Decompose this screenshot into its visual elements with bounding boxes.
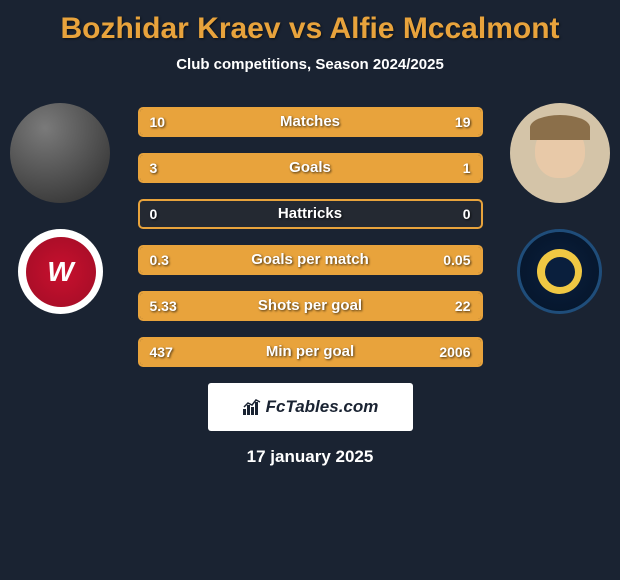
stat-row: 0.30.05Goals per match (138, 245, 483, 275)
comparison-area: 1019Matches 31Goals 00Hattricks 0.30.05Goal… (0, 103, 620, 367)
player1-photo (10, 103, 110, 203)
subtitle: Club competitions, Season 2024/2025 (0, 56, 620, 73)
stat-row: 4372006Min per goal (138, 337, 483, 367)
page-title: Bozhidar Kraev vs Alfie Mccalmont (0, 0, 620, 46)
stat-label: Shots per goal (140, 293, 481, 319)
date-text: 17 january 2025 (0, 447, 620, 467)
stat-label: Hattricks (140, 201, 481, 227)
player1-club-badge (18, 229, 103, 314)
stat-label: Goals (140, 155, 481, 181)
stat-row: 00Hattricks (138, 199, 483, 229)
stat-label: Goals per match (140, 247, 481, 273)
stat-label: Min per goal (140, 339, 481, 365)
stat-row: 5.3322Shots per goal (138, 291, 483, 321)
branding-text: FcTables.com (266, 397, 379, 417)
stats-list: 1019Matches 31Goals 00Hattricks 0.30.05Goal… (138, 103, 483, 367)
branding-badge: FcTables.com (208, 383, 413, 431)
player2-club-badge (517, 229, 602, 314)
stat-label: Matches (140, 109, 481, 135)
chart-icon (242, 399, 262, 415)
stat-row: 31Goals (138, 153, 483, 183)
stat-row: 1019Matches (138, 107, 483, 137)
player2-photo (510, 103, 610, 203)
